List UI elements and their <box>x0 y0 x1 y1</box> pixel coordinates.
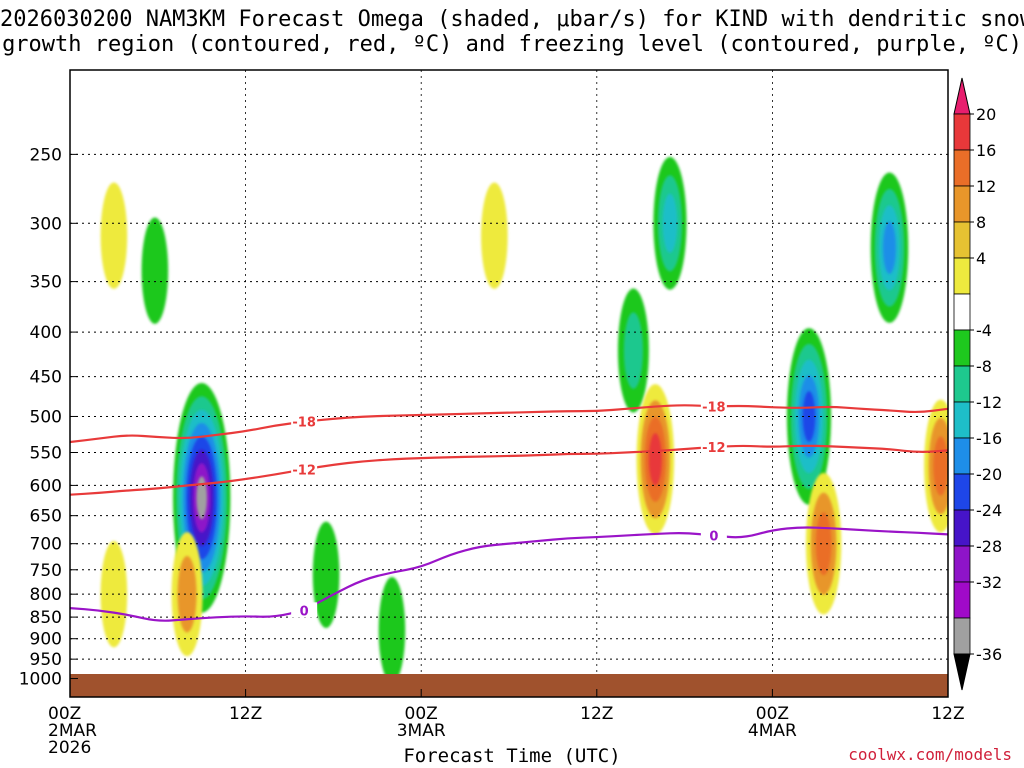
y-tick-label: 900 <box>30 630 62 650</box>
colorbar-swatch <box>953 221 971 259</box>
colorbar-swatch <box>953 149 971 187</box>
colorbar-swatch <box>953 257 971 295</box>
colorbar-swatch <box>953 545 971 583</box>
y-tick-label: 700 <box>30 535 62 555</box>
x-tick-label: 4MAR <box>748 721 797 741</box>
contour-label-bg <box>291 413 318 429</box>
omega-blob <box>378 577 406 684</box>
colorbar-label: -20 <box>976 465 1002 484</box>
omega-blob <box>481 182 508 289</box>
x-tick-label: 12Z <box>580 704 613 724</box>
contour-label: -12 <box>292 463 316 478</box>
omega-blob <box>177 555 197 633</box>
x-tick-label: 00Z <box>48 704 81 724</box>
colorbar-label: 16 <box>976 141 996 160</box>
colorbar-label: 4 <box>976 249 986 268</box>
colorbar-swatch <box>953 185 971 223</box>
colorbar-swatch <box>953 437 971 475</box>
contour-label: -18 <box>702 401 726 416</box>
x-tick-label: 2MAR <box>48 721 97 741</box>
omega-blob <box>141 217 169 324</box>
colorbar-swatch <box>953 401 971 439</box>
contour-label-bg <box>291 461 318 477</box>
omega-blob <box>648 433 662 486</box>
x-tick-label: 00Z <box>756 704 789 724</box>
y-tick-label: 1000 <box>19 670 62 690</box>
colorbar-label: -12 <box>976 393 1002 412</box>
contour-lines: -18 -18 -12 -12 0 0 <box>70 398 948 622</box>
colorbar-label: -36 <box>976 645 1002 664</box>
contour-label-bg <box>291 602 318 618</box>
x-axis-label: Forecast Time (UTC) <box>403 745 621 767</box>
contour-label: -18 <box>292 416 316 431</box>
y-tick-label: 250 <box>30 145 62 165</box>
colorbar-swatch <box>953 365 971 403</box>
colorbar-swatch <box>953 113 971 151</box>
y-tick-label: 950 <box>30 650 62 670</box>
colorbar-label: -28 <box>976 537 1002 556</box>
contour-label: 0 <box>300 604 309 619</box>
omega-blob <box>196 476 207 520</box>
ground-layer <box>70 674 948 697</box>
y-tick-label: 600 <box>30 476 62 496</box>
colorbar-swatch <box>953 329 971 367</box>
colorbar-end-bottom <box>953 653 971 691</box>
omega-blob <box>815 512 832 576</box>
omega-blob <box>882 221 896 274</box>
contour-label-bg <box>700 398 727 414</box>
chart-title-line1: 2026030200 NAM3KM Forecast Omega (shaded… <box>0 7 1024 32</box>
contour-label: -12 <box>702 441 726 456</box>
contour-label: 0 <box>709 529 718 544</box>
colorbar-label: -16 <box>976 429 1002 448</box>
colorbar-label: -24 <box>976 501 1002 520</box>
y-tick-label: 750 <box>30 561 62 581</box>
contour-line <box>70 404 948 444</box>
colorbar-label: -4 <box>976 321 992 340</box>
y-tick-label: 350 <box>30 273 62 293</box>
colorbar-label: -32 <box>976 573 1002 592</box>
colorbar-label: -8 <box>976 357 992 376</box>
y-tick-label: 550 <box>30 444 62 464</box>
colorbar: 20 16 12 8 4 -4 -8 -12 -16 -20 -24 -28 -32 -36 <box>953 77 1002 691</box>
plot-frame <box>69 69 949 698</box>
x-tick-label: 3MAR <box>397 721 446 741</box>
contour-label-bg <box>700 438 727 454</box>
x-tick-label: 2026 <box>48 738 91 758</box>
chart-title-line2: growth region (contoured, red, ºC) and f… <box>2 32 1022 57</box>
colorbar-swatch <box>953 293 971 331</box>
colorbar-label: 20 <box>976 105 996 124</box>
colorbar-label: 12 <box>976 177 996 196</box>
colorbar-end-top <box>953 77 971 115</box>
omega-shading-layer <box>100 156 948 684</box>
colorbar-swatch <box>953 509 971 547</box>
omega-blob <box>662 193 678 253</box>
y-tick-label: 500 <box>30 407 62 427</box>
contour-line <box>70 444 948 496</box>
credit-text: coolwx.com/models <box>848 745 1012 764</box>
omega-blob <box>623 312 643 389</box>
y-tick-label: 450 <box>30 368 62 388</box>
y-tick-label: 400 <box>30 323 62 343</box>
omega-blob <box>100 182 128 289</box>
colorbar-swatch <box>953 617 971 655</box>
colorbar-swatch <box>953 473 971 511</box>
x-tick-label: 00Z <box>405 704 438 724</box>
contour-line <box>70 526 948 622</box>
contour-label-bg <box>700 527 727 543</box>
y-tick-label: 850 <box>30 608 62 628</box>
colorbar-label: 8 <box>976 213 986 232</box>
omega-blob <box>933 436 948 496</box>
y-tick-label: 300 <box>30 214 62 234</box>
y-axis: 2503003504004505005506006507007508008509… <box>19 145 78 690</box>
y-tick-label: 650 <box>30 507 62 527</box>
x-tick-label: 12Z <box>229 704 262 724</box>
y-tick-label: 800 <box>30 585 62 605</box>
colorbar-swatch <box>953 581 971 619</box>
x-tick-label: 12Z <box>931 704 964 724</box>
